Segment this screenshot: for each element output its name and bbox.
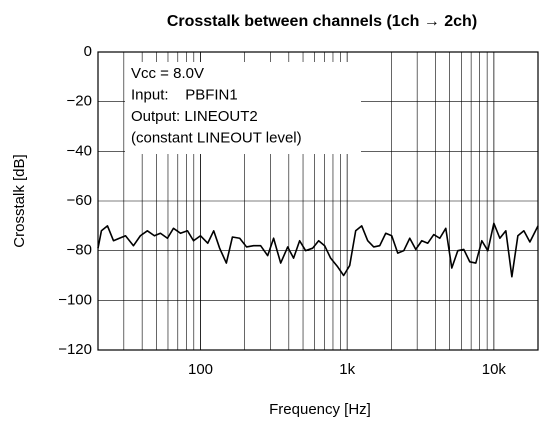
annotation-box	[125, 62, 361, 154]
annotations: Vcc = 8.0V Input: PBFIN1 Output: LINEOUT2 (…	[131, 65, 302, 147]
chart-title: Crosstalk between channels (1ch → 2ch)	[167, 13, 477, 30]
annotation: Input: PBFIN1	[131, 86, 238, 103]
y-tick-label: −60	[67, 192, 92, 209]
y-tick-label: −20	[67, 93, 92, 110]
y-tick-label: −40	[67, 142, 92, 159]
annotation: Vcc = 8.0V	[131, 65, 204, 82]
y-tick-label: 0	[84, 43, 92, 60]
y-axis-label: Crosstalk [dB]	[11, 154, 28, 247]
annotation: Output: LINEOUT2	[131, 108, 258, 125]
data-line	[97, 222, 539, 278]
plot	[97, 222, 539, 278]
x-tick-label: 10k	[482, 361, 507, 378]
annotation: (constant LINEOUT level)	[131, 129, 302, 146]
y-tick-label: −80	[67, 242, 92, 259]
y-tick-label: −100	[58, 291, 92, 308]
x-axis-label: Frequency [Hz]	[269, 401, 371, 418]
x-tick-label: 100	[188, 361, 213, 378]
y-tick-label: −120	[58, 341, 92, 358]
x-tick-label: 1k	[339, 361, 355, 378]
plot-frame	[97, 51, 539, 351]
